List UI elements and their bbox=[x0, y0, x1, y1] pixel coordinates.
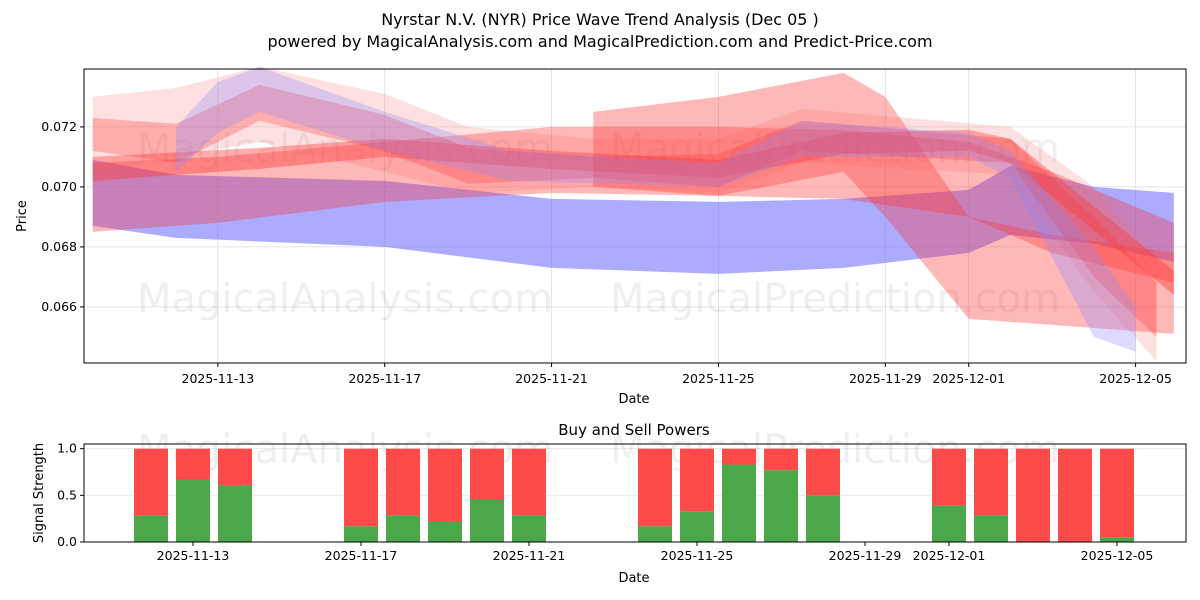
watermark: MagicalAnalysis.com bbox=[137, 276, 553, 322]
x-tick-label: 2025-12-05 bbox=[1081, 548, 1154, 563]
buy-bar bbox=[764, 470, 798, 542]
y-tick-label: 0.068 bbox=[41, 239, 77, 254]
plot-frame bbox=[83, 68, 1187, 364]
sell-bar bbox=[932, 448, 966, 506]
sell-bar bbox=[512, 448, 546, 516]
sell-bar bbox=[1058, 448, 1092, 542]
wave-band bbox=[92, 84, 1157, 337]
x-tick-label: 2025-11-25 bbox=[682, 371, 755, 386]
y-tick-label: 0.066 bbox=[41, 299, 77, 314]
buy-bar bbox=[722, 464, 756, 542]
buy-bar bbox=[470, 500, 504, 542]
wave-band bbox=[593, 72, 1174, 334]
sell-bar bbox=[764, 448, 798, 471]
x-tick-label: 2025-11-13 bbox=[182, 371, 255, 386]
sell-bar bbox=[386, 448, 420, 516]
sell-bar bbox=[638, 448, 672, 527]
buy-bar bbox=[974, 515, 1008, 542]
sell-bar bbox=[1100, 448, 1134, 538]
sell-bar bbox=[176, 448, 210, 480]
x-tick-label: 2025-12-01 bbox=[932, 371, 1005, 386]
wave-band bbox=[92, 129, 1174, 295]
buy-bar bbox=[176, 479, 210, 542]
buy-bar bbox=[680, 511, 714, 542]
plot-frame bbox=[83, 443, 1187, 543]
y-tick-label: 0.072 bbox=[41, 119, 77, 134]
sell-bar bbox=[134, 448, 168, 516]
x-tick-label: 2025-11-17 bbox=[325, 548, 398, 563]
sell-bar bbox=[680, 448, 714, 512]
sell-bar bbox=[1016, 448, 1050, 542]
buy-bar bbox=[218, 485, 252, 542]
buy-bar bbox=[512, 515, 546, 542]
x-axis-label: Date bbox=[618, 392, 649, 407]
buy-bar bbox=[428, 521, 462, 542]
buy-bar bbox=[638, 526, 672, 542]
sell-bar bbox=[470, 448, 504, 500]
buy-bar bbox=[1100, 537, 1134, 542]
chart-title: Nyrstar N.V. (NYR) Price Wave Trend Anal… bbox=[381, 10, 819, 29]
x-tick-label: 2025-12-01 bbox=[913, 548, 986, 563]
buy-bar bbox=[386, 515, 420, 542]
x-tick-label: 2025-11-21 bbox=[493, 548, 566, 563]
y-axis-label: Price bbox=[15, 200, 30, 232]
sell-bar bbox=[974, 448, 1008, 516]
sell-bar bbox=[806, 448, 840, 496]
signal-x-axis-label: Date bbox=[618, 571, 649, 586]
wave-band bbox=[176, 66, 1136, 352]
price-plot: 2025-11-13 2025-11-17 2025-11-21 2025-11-25… bbox=[41, 66, 1187, 386]
chart-subtitle: powered by MagicalAnalysis.com and Magic… bbox=[267, 32, 932, 51]
wave-band bbox=[92, 66, 1157, 361]
x-tick-label: 2025-11-13 bbox=[157, 548, 230, 563]
y-tick-label: 1.0 bbox=[57, 441, 77, 456]
wave-band bbox=[92, 159, 1174, 274]
y-tick-label: 0.070 bbox=[41, 179, 77, 194]
watermark: MagicalPrediction.com bbox=[610, 126, 1060, 172]
x-tick-label: 2025-11-17 bbox=[348, 371, 421, 386]
buy-bar bbox=[134, 515, 168, 542]
signal-title: Buy and Sell Powers bbox=[558, 421, 710, 439]
buy-bar bbox=[344, 526, 378, 542]
y-tick-label: 0.0 bbox=[57, 534, 77, 549]
wave-band bbox=[92, 126, 1174, 283]
buy-bar bbox=[806, 495, 840, 542]
x-tick-label: 2025-11-25 bbox=[661, 548, 734, 563]
x-tick-label: 2025-12-05 bbox=[1099, 371, 1172, 386]
x-tick-label: 2025-11-29 bbox=[829, 548, 902, 563]
sell-bar bbox=[722, 448, 756, 465]
y-tick-label: 0.5 bbox=[57, 487, 77, 502]
sell-bar bbox=[344, 448, 378, 527]
sell-bar bbox=[218, 448, 252, 486]
signal-plot: 0.00.51.0MagicalAnalysis.comMagicalPredi… bbox=[57, 427, 1187, 563]
signal-y-axis-label: Signal Strength bbox=[32, 443, 47, 543]
buy-bar bbox=[932, 505, 966, 542]
x-tick-label: 2025-11-29 bbox=[849, 371, 922, 386]
x-tick-label: 2025-11-21 bbox=[515, 371, 588, 386]
watermark: MagicalPrediction.com bbox=[610, 276, 1060, 322]
sell-bar bbox=[428, 448, 462, 522]
watermark: MagicalAnalysis.com bbox=[137, 126, 553, 172]
